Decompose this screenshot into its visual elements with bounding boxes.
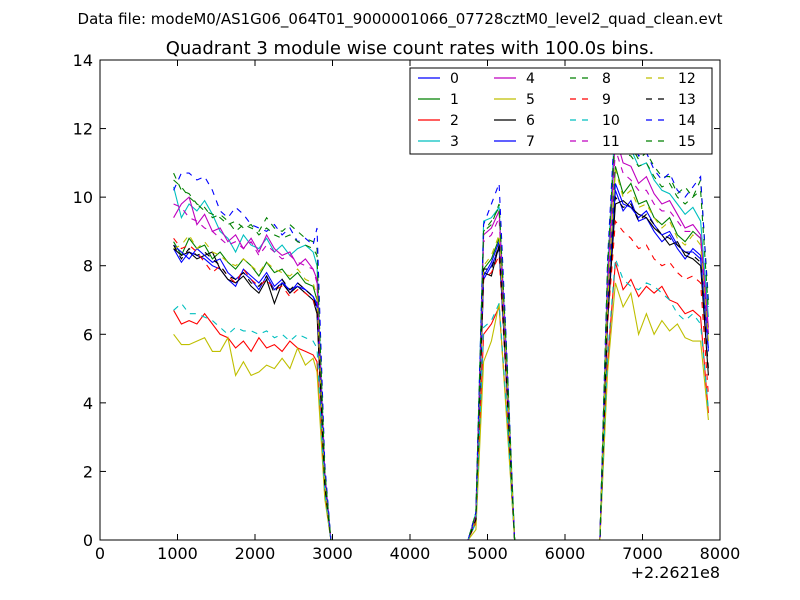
- ticks-layer: 0 1000 2000 3000 4000 5000 6000 7000 80000246810…: [73, 51, 741, 563]
- y-tick-label: 0: [83, 531, 93, 550]
- series-line-0: [173, 190, 709, 540]
- legend-label-9: 9: [602, 92, 611, 108]
- x-offset-label: +2.2621e8: [631, 563, 720, 582]
- legend-label-6: 6: [526, 113, 535, 129]
- series-line-10: [173, 258, 709, 540]
- y-tick-label: 6: [83, 325, 93, 344]
- x-tick-label: 5000: [467, 544, 508, 563]
- legend-label-5: 5: [526, 92, 535, 108]
- x-tick-label: 6000: [545, 544, 586, 563]
- y-tick-label: 14: [73, 51, 93, 70]
- chart-title: Quadrant 3 module wise count rates with …: [166, 38, 655, 59]
- y-tick-label: 10: [73, 188, 93, 207]
- legend-box: [409, 67, 713, 155]
- legend-label-8: 8: [602, 71, 611, 87]
- x-tick-label: 2000: [235, 544, 276, 563]
- series-line-9: [173, 219, 709, 540]
- y-tick-label: 12: [73, 120, 93, 139]
- series-line-7: [173, 183, 709, 540]
- x-tick-label: 1000: [157, 544, 198, 563]
- series-line-15: [173, 131, 709, 540]
- y-tick-label: 2: [83, 462, 93, 481]
- legend-label-11: 11: [602, 134, 620, 150]
- y-tick-label: 4: [83, 394, 93, 413]
- legend-label-3: 3: [450, 134, 459, 150]
- series-layer: [173, 111, 709, 540]
- series-line-2: [173, 262, 709, 540]
- legend-label-7: 7: [526, 134, 535, 150]
- legend-label-2: 2: [450, 113, 459, 129]
- series-line-3: [173, 114, 709, 540]
- series-line-13: [173, 195, 709, 540]
- x-tick-label: 3000: [312, 544, 353, 563]
- legend-label-1: 1: [450, 92, 459, 108]
- legend-label-15: 15: [678, 134, 696, 150]
- series-line-4: [173, 135, 709, 540]
- series-line-8: [173, 123, 709, 540]
- plot-frame: [99, 59, 721, 541]
- x-tick-label: 8000: [700, 544, 741, 563]
- legend-label-4: 4: [526, 71, 535, 87]
- series-line-14: [173, 111, 709, 540]
- legend-label-10: 10: [602, 113, 620, 129]
- x-tick-label: 7000: [622, 544, 663, 563]
- legend-label-0: 0: [450, 71, 459, 87]
- x-tick-label: 4000: [390, 544, 431, 563]
- legend-label-14: 14: [678, 113, 696, 129]
- y-tick-label: 8: [83, 257, 93, 276]
- x-tick-label: 0: [95, 544, 105, 563]
- series-line-6: [173, 199, 709, 540]
- series-line-1: [173, 166, 709, 540]
- legend-label-12: 12: [678, 71, 696, 87]
- figure-suptitle: Data file: modeM0/AS1G06_064T01_90000010…: [78, 10, 723, 29]
- series-line-5: [173, 282, 709, 540]
- series-line-11: [173, 148, 709, 540]
- legend-label-13: 13: [678, 92, 696, 108]
